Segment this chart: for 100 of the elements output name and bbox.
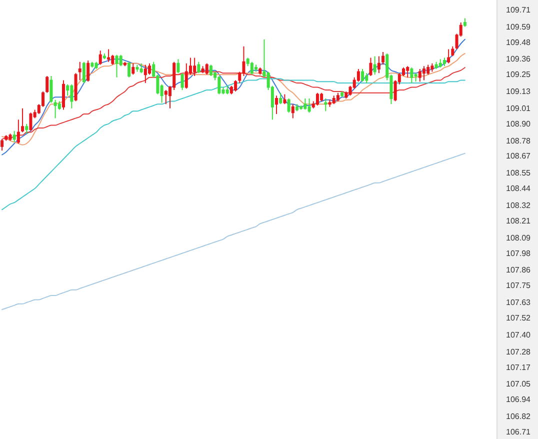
y-tick-label: 108.09 [506, 233, 532, 242]
candlestick [180, 72, 184, 91]
y-tick-label: 107.40 [506, 330, 532, 340]
candlestick [176, 58, 180, 74]
candlestick [361, 68, 364, 82]
line-series [2, 52, 466, 146]
candlestick [12, 130, 16, 143]
candlestick [418, 68, 422, 82]
candlestick [25, 123, 28, 134]
y-tick-label: 107.52 [506, 314, 532, 323]
candlestick [226, 85, 229, 95]
y-tick-label: 107.98 [506, 248, 532, 258]
candlestick [144, 64, 147, 84]
candlestick [336, 92, 340, 102]
candlestick [8, 133, 12, 142]
candlestick [328, 99, 332, 108]
candlestick [451, 46, 454, 57]
candlestick [234, 80, 238, 92]
candlestick [410, 67, 414, 84]
candlestick [295, 104, 298, 112]
candlestick [70, 84, 74, 109]
y-tick-label: 109.13 [506, 87, 532, 96]
candlestick [16, 119, 20, 144]
candlestick [291, 104, 294, 119]
candlestick [442, 57, 446, 67]
candlestick [218, 75, 221, 95]
line-series [2, 67, 466, 140]
candlestick [46, 75, 49, 94]
candlestick [107, 48, 110, 62]
candlestick [308, 98, 311, 114]
y-tick-label: 108.21 [506, 216, 532, 226]
y-tick-label: 106.94 [506, 395, 532, 404]
y-tick-label: 108.32 [506, 200, 532, 210]
y-tick-label: 108.44 [506, 184, 532, 194]
candlestick [197, 61, 200, 74]
candlestick [463, 18, 466, 28]
candlestick [4, 134, 8, 142]
candlestick [164, 90, 168, 105]
y-tick-label: 108.67 [506, 152, 532, 161]
candlestick [438, 58, 442, 68]
candlestick [201, 66, 204, 74]
candlestick [50, 75, 53, 104]
y-tick-label: 107.28 [506, 347, 532, 356]
y-tick-label: 109.48 [506, 38, 532, 47]
y-tick-label: 109.25 [506, 70, 532, 80]
candlestick [209, 64, 212, 76]
candlestick [422, 66, 426, 81]
y-tick-label: 108.55 [506, 168, 532, 178]
candlestick [250, 61, 254, 76]
candlestick [132, 62, 135, 76]
candlestick [254, 64, 258, 72]
y-tick-label: 109.01 [506, 104, 532, 113]
candlestick [128, 61, 131, 78]
y-tick-label: 109.71 [506, 5, 532, 14]
candlestick [86, 60, 90, 82]
candlestick [430, 62, 434, 72]
candlestick [193, 57, 196, 76]
candlestick [258, 67, 262, 76]
candlestick [316, 92, 319, 106]
y-tick-label: 106.71 [506, 428, 532, 437]
line-series [2, 78, 466, 210]
candlestick [304, 98, 307, 110]
candlestick [115, 54, 118, 78]
line-series [2, 38, 466, 156]
candlestick [74, 72, 78, 102]
candlestick [279, 92, 282, 105]
candlestick [205, 62, 208, 76]
candlestick [98, 50, 102, 66]
candlestick [369, 57, 372, 76]
y-tick-label: 107.86 [506, 266, 532, 275]
y-tick-label: 107.63 [506, 298, 532, 308]
candlestick [78, 61, 82, 81]
candlestick [382, 52, 385, 66]
candlestick [82, 61, 86, 84]
candlestick [62, 80, 65, 110]
candlestick [275, 95, 278, 114]
y-tick-label: 107.17 [506, 362, 532, 372]
candlestick [434, 61, 438, 70]
candlestick [324, 98, 328, 112]
candlestick [102, 52, 106, 60]
candlestick [377, 56, 380, 74]
candlestick [123, 61, 126, 67]
line-series [2, 152, 466, 310]
candlestick [447, 48, 450, 64]
candlestick [136, 64, 139, 72]
candlestick [90, 61, 94, 68]
candlestick [332, 95, 336, 105]
candlestick [340, 90, 344, 98]
y-tick-label: 109.36 [506, 54, 532, 64]
y-tick-label: 107.05 [506, 380, 532, 389]
candlestick [373, 56, 376, 76]
candlestick [54, 99, 57, 119]
y-tick-label: 109.59 [506, 22, 532, 32]
y-tick-label: 108.78 [506, 136, 532, 146]
candlestick [21, 108, 24, 133]
candlestick [406, 66, 410, 78]
y-tick-label: 107.75 [506, 281, 532, 290]
candlestick [365, 72, 368, 84]
candlestick [29, 112, 32, 132]
candlestick [283, 94, 286, 105]
